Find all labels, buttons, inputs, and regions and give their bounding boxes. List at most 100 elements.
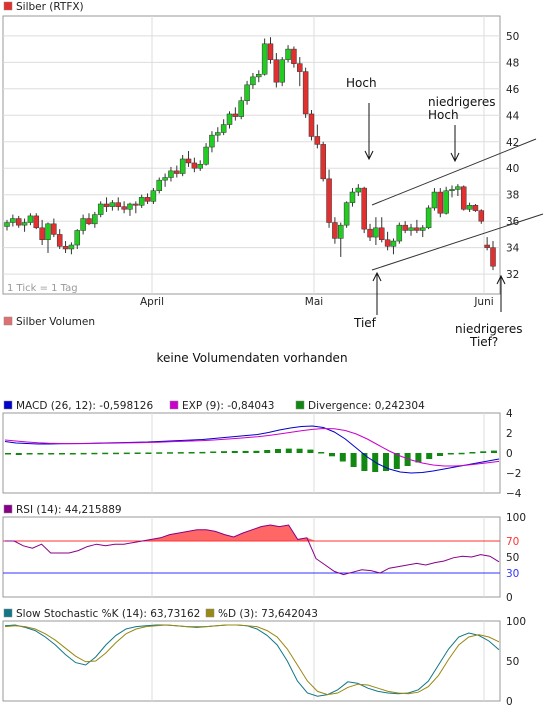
candle-up <box>419 227 426 231</box>
candle-down <box>62 246 69 250</box>
divergence-bar <box>102 452 109 455</box>
candle-down <box>367 228 373 238</box>
stoch-y-axis: 0 50 100 <box>506 616 526 708</box>
macd-legend: MACD (26, 12): -0,598126 <box>16 400 153 412</box>
y-tick-label: 70 <box>506 536 519 548</box>
annotation-niedrigeres-hoch-1: niedrigeres <box>428 95 496 109</box>
annotation-niedrigeres-tief-1: niedrigeres <box>455 322 523 336</box>
y-tick-label: 50 <box>506 31 519 43</box>
divergence-bar <box>329 453 335 457</box>
y-tick-label: −4 <box>506 488 522 500</box>
y-tick-label: 0 <box>506 448 513 460</box>
stoch-frame <box>2 620 501 702</box>
divergence-bar <box>264 450 271 453</box>
candle-down <box>384 239 391 247</box>
divergence-bar <box>5 453 11 455</box>
macd-legend-swatch <box>3 400 13 410</box>
candle-down <box>361 187 367 230</box>
candle-up <box>455 186 461 190</box>
candle-up <box>138 197 145 206</box>
candle-up <box>10 218 16 223</box>
candle-up <box>209 134 215 148</box>
candle-up <box>97 203 104 215</box>
candle-down <box>308 113 315 137</box>
divergence-bar <box>318 452 325 454</box>
candle-up <box>355 187 362 193</box>
divergence-bar <box>69 453 76 455</box>
y-tick-label: 40 <box>506 163 519 175</box>
y-tick-label: 46 <box>506 84 520 96</box>
stoch-lines <box>4 624 500 697</box>
macd-frame <box>2 412 501 494</box>
candle-down <box>121 206 127 210</box>
divergence-bar <box>275 449 281 453</box>
exp-legend: EXP (9): -0,84043 <box>182 400 274 412</box>
y-tick-label: 38 <box>506 190 519 202</box>
rsi-panel: RSI (14): 44,215889 0 30 50 70 100 <box>2 504 526 604</box>
candle-up <box>168 170 174 178</box>
arrowhead-niedrigeres-hoch <box>450 152 460 163</box>
candle-down <box>51 223 57 235</box>
y-tick-label: 100 <box>506 616 526 628</box>
channel-upper-line <box>371 138 537 206</box>
divergence-bar <box>91 452 98 455</box>
y-tick-label: 50 <box>506 552 519 564</box>
candle-up <box>179 158 186 174</box>
rsi-plot <box>3 524 500 576</box>
candle-up <box>156 179 162 191</box>
candle-down <box>302 71 309 115</box>
candle-down <box>460 186 467 210</box>
candle-down <box>291 48 297 64</box>
candle-up <box>109 202 116 207</box>
divergence-bar <box>253 450 260 453</box>
x-label-juni: Juni <box>473 296 493 308</box>
divergence-bar <box>415 453 422 463</box>
divergence-bar <box>199 451 206 454</box>
candle-down <box>115 202 122 207</box>
divergence-bar <box>113 452 119 455</box>
candle-up <box>443 190 449 214</box>
stochastic-panel: Slow Stochastic %K (14): 63,73162 %D (3)… <box>2 608 526 708</box>
divergence-bar <box>285 448 292 453</box>
candle-up <box>373 227 379 238</box>
candle-up <box>220 124 227 133</box>
candle-up <box>256 73 262 78</box>
divergence-bar <box>393 453 400 469</box>
divergence-bar <box>59 453 65 455</box>
divergence-bar <box>167 452 173 454</box>
rsi-gridlines <box>151 517 485 597</box>
y-tick-label: 42 <box>506 137 519 149</box>
divergence-bar <box>426 453 433 459</box>
candle-up <box>80 218 86 231</box>
candle-up <box>408 227 414 231</box>
candle-up <box>338 224 344 239</box>
candle-down <box>314 136 321 145</box>
candle-down <box>174 170 180 174</box>
divergence-legend-swatch <box>295 400 305 410</box>
y-tick-label: 30 <box>506 568 519 580</box>
candle-down <box>15 218 22 226</box>
macd-lines <box>4 425 500 474</box>
candle-down <box>144 197 151 202</box>
divergence-bar <box>383 453 389 471</box>
y-tick-label: 0 <box>506 592 513 604</box>
channel-lower-line <box>371 213 544 271</box>
candle-up <box>349 191 356 203</box>
divergence-bar <box>339 453 346 462</box>
candle-down <box>103 203 110 207</box>
candle-up <box>250 76 256 86</box>
rsi-overbought-fill <box>5 525 499 541</box>
candle-down <box>133 203 139 206</box>
rsi-legend-swatch <box>3 504 13 514</box>
divergence-bar <box>350 453 357 467</box>
arrowhead-hoch <box>364 150 374 161</box>
candle-up <box>45 223 51 240</box>
annotation-hoch: Hoch <box>346 76 377 90</box>
divergence-bar <box>177 452 184 454</box>
divergence-bar <box>361 453 368 471</box>
volume-panel: Silber Volumen keine Volumendaten vorhan… <box>3 316 348 365</box>
candle-up <box>21 222 28 226</box>
candle-down <box>267 43 274 60</box>
